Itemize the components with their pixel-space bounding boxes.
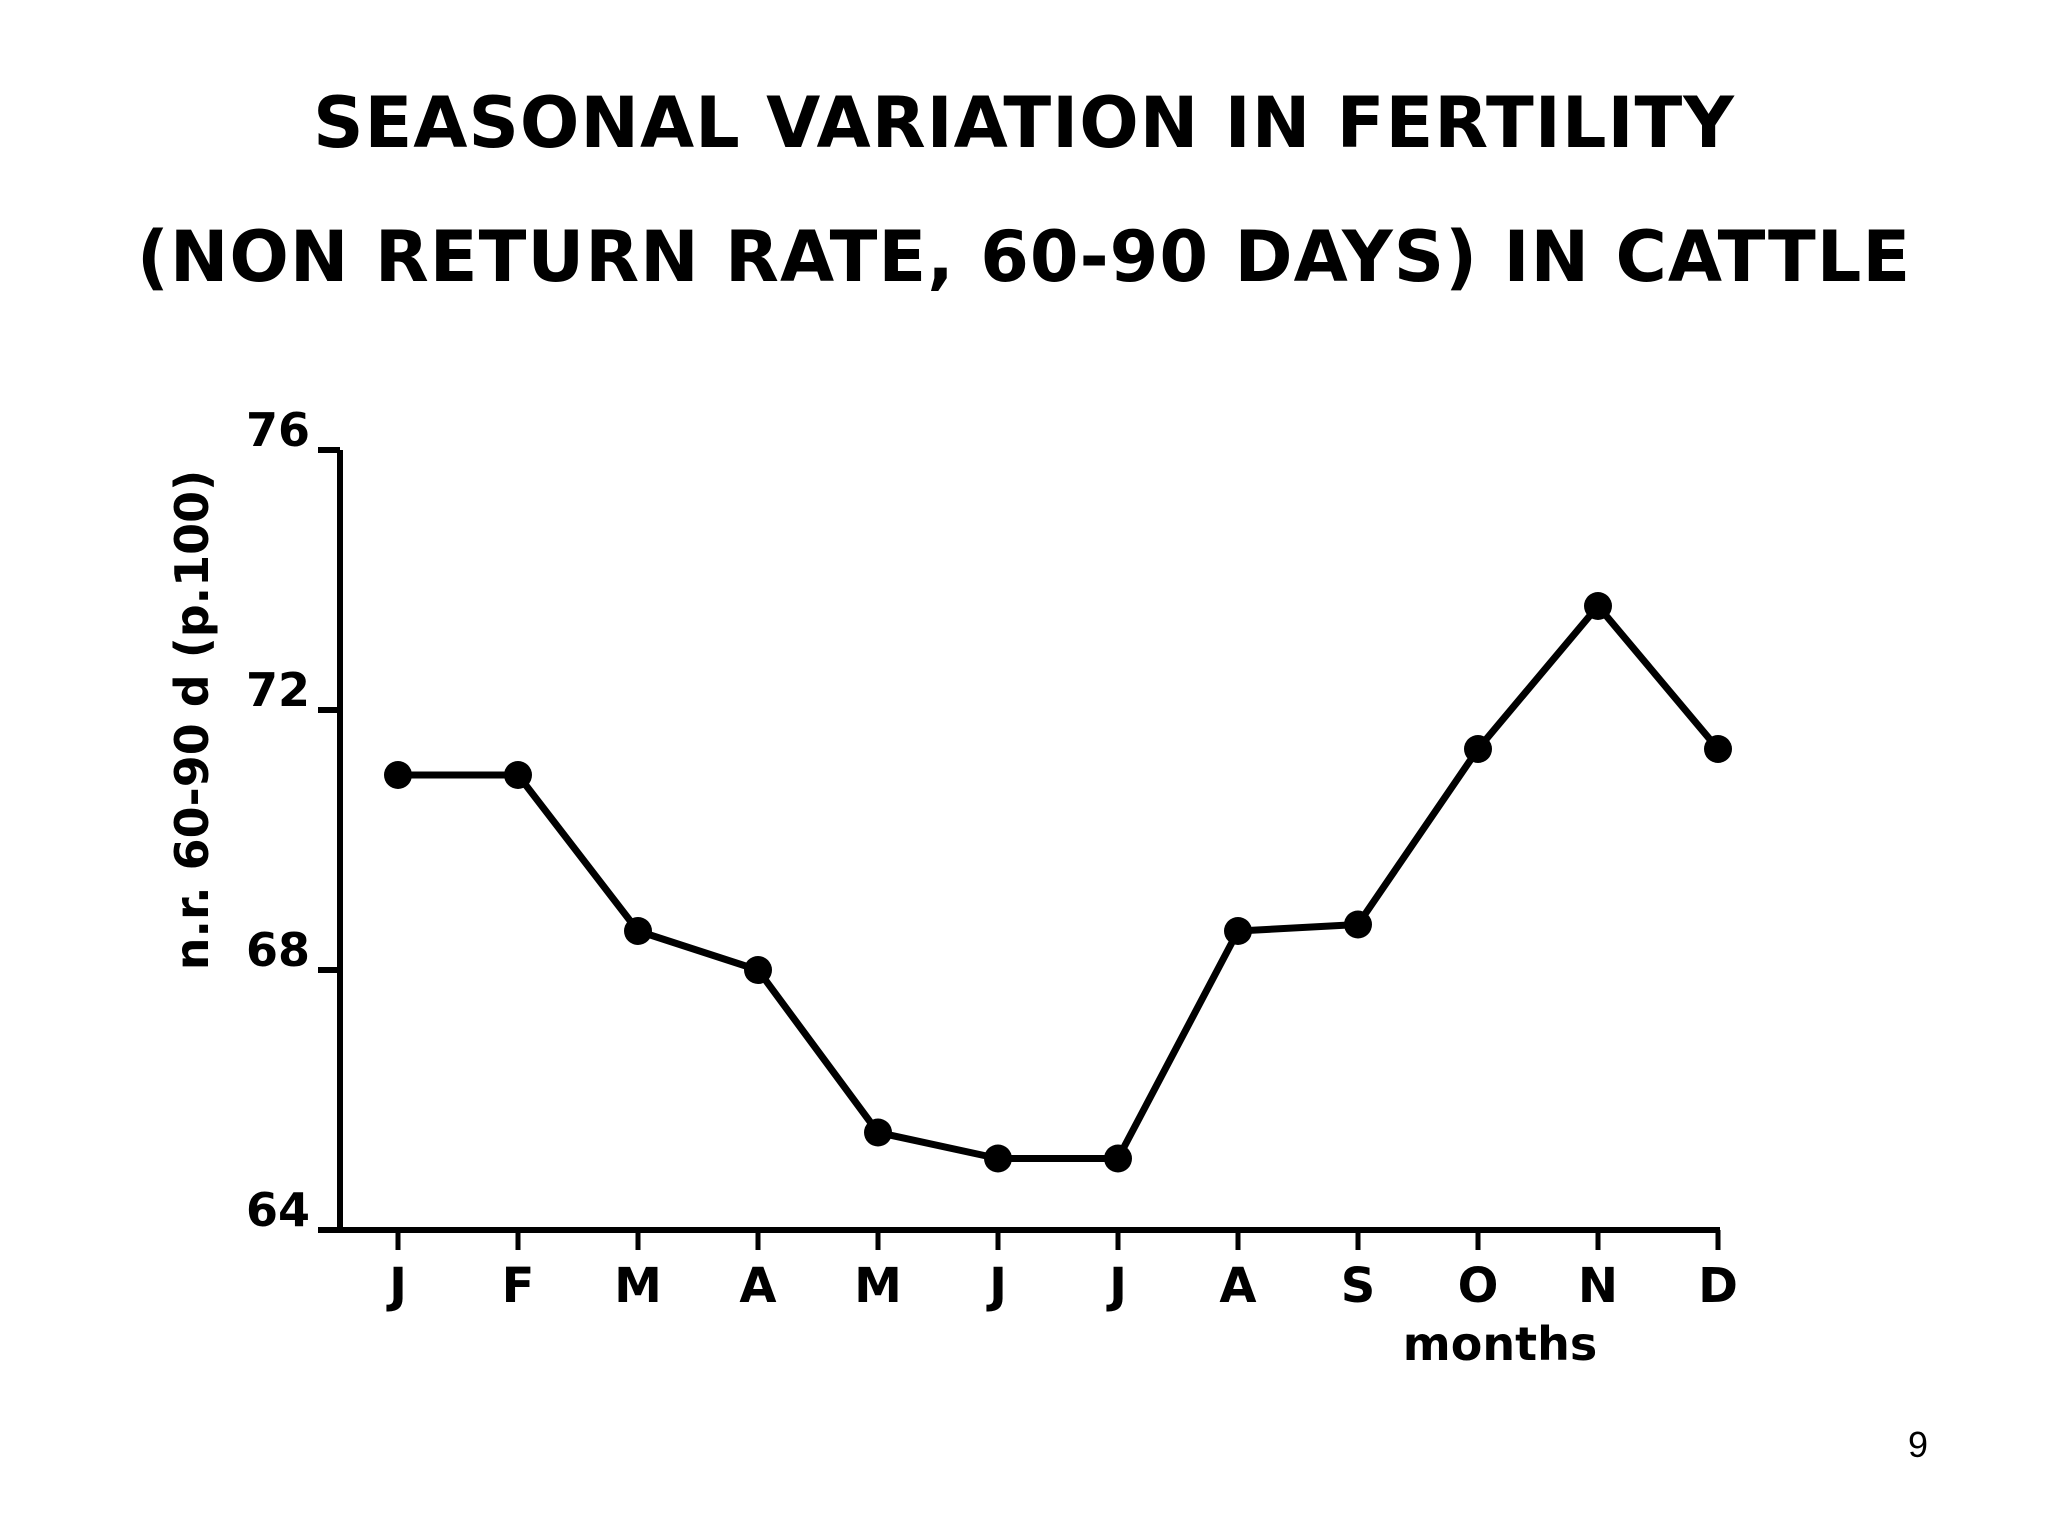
- data-point: [744, 956, 772, 984]
- x-tick-label: J: [1106, 1258, 1127, 1314]
- data-point: [384, 761, 412, 789]
- y-axis-label: n.r. 60-90 d (p.100): [165, 470, 219, 970]
- data-point: [504, 761, 532, 789]
- data-point: [864, 1118, 892, 1147]
- data-point: [1104, 1144, 1132, 1173]
- title-line-2: (NON RETURN RATE, 60-90 DAYS) IN CATTLE: [136, 216, 1912, 298]
- data-point: [984, 1144, 1012, 1173]
- x-tick-label: O: [1458, 1258, 1499, 1314]
- page-number: 9: [1908, 1424, 1929, 1465]
- y-tick-label: 64: [246, 1183, 310, 1237]
- x-axis-label: months: [1403, 1317, 1597, 1371]
- x-tick-label: M: [614, 1258, 662, 1314]
- x-tick-label: A: [739, 1258, 776, 1314]
- x-tick-label: A: [1219, 1258, 1256, 1314]
- data-point: [1464, 735, 1492, 763]
- data-point: [1584, 592, 1612, 620]
- series-line-segment: [514, 771, 642, 935]
- x-tick-label: D: [1698, 1258, 1738, 1314]
- x-tick-label: N: [1578, 1258, 1618, 1314]
- y-tick-label: 72: [246, 663, 310, 717]
- y-tick-label: 76: [246, 403, 310, 457]
- title-line-1: SEASONAL VARIATION IN FERTILITY: [313, 82, 1735, 164]
- x-tick-label: M: [854, 1258, 902, 1314]
- chart-series: [384, 592, 1732, 1173]
- x-tick-label: J: [386, 1258, 407, 1314]
- series-line-segment: [1474, 602, 1602, 753]
- series-line-segment: [1234, 921, 1362, 935]
- series-line-segment: [634, 927, 762, 974]
- series-line-segment: [1594, 602, 1722, 753]
- chart-axes: [337, 450, 1720, 1233]
- data-point: [1224, 917, 1252, 945]
- chart-ticks: [318, 447, 1721, 1250]
- series-line-segment: [874, 1129, 1002, 1162]
- data-point: [1704, 735, 1732, 763]
- x-tick-label: F: [502, 1258, 535, 1314]
- data-point: [624, 917, 652, 945]
- data-point: [1344, 910, 1372, 939]
- series-line-segment: [1354, 745, 1482, 928]
- x-tick-label: S: [1341, 1258, 1376, 1314]
- series-line-segment: [1114, 927, 1242, 1162]
- x-tick-label: J: [986, 1258, 1007, 1314]
- y-tick-label: 68: [246, 923, 310, 977]
- series-line-segment: [754, 966, 882, 1136]
